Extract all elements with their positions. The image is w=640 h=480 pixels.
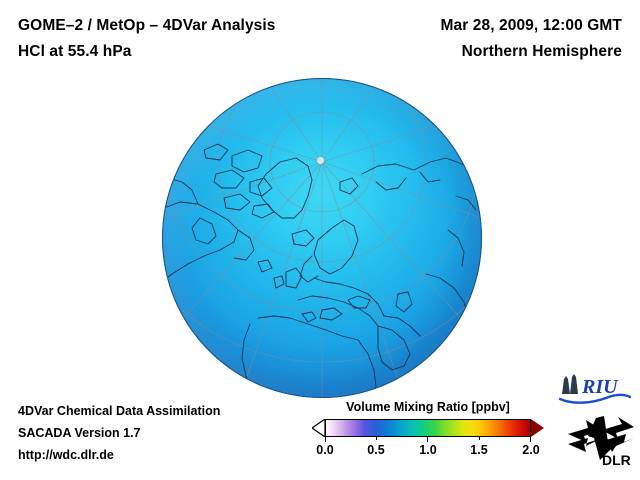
header-right: Mar 28, 2009, 12:00 GMT Northern Hemisph… [440,13,622,65]
colorbar-tick-label: 0.0 [316,443,334,457]
dlr-pinwheel-icon [568,416,634,460]
colorbar-tick-minor [479,437,480,440]
colorbar: Volume Mixing Ratio [ppbv] 0.0 0.5 1.0 1… [312,400,544,461]
footer-left: 4DVar Chemical Data Assimilation SACADA … [18,400,220,466]
riu-towers-icon [562,374,578,394]
footer-line-url: http://wdc.dlr.de [18,448,114,462]
page-title: GOME–2 / MetOp – 4DVar Analysis [18,17,276,34]
colorbar-tick-major [427,437,428,442]
colorbar-ticks [325,437,531,443]
globe-visualization [162,78,482,398]
page-subtitle: HCl at 55.4 hPa [18,43,132,60]
colorbar-tick-label: 1.0 [419,443,437,457]
north-pole-marker [317,157,324,164]
globe-overlay [163,79,481,397]
riu-logo: RIU [558,374,632,404]
region-label: Northern Hemisphere [461,43,622,60]
dlr-logo: DLR [568,416,634,468]
colorbar-tick-minor [376,437,377,440]
colorbar-tick-major [530,437,531,442]
colorbar-gradient [325,419,531,437]
header-left: GOME–2 / MetOp – 4DVar Analysis HCl at 5… [18,13,276,65]
colorbar-row [312,418,544,442]
riu-wordmark: RIU [581,376,619,398]
timestamp-label: Mar 28, 2009, 12:00 GMT [440,17,622,34]
footer-line-version: SACADA Version 1.7 [18,426,141,440]
graticule-meridians [163,79,481,397]
colorbar-over-arrow-icon [531,419,544,437]
colorbar-tick-label: 2.0 [522,443,540,457]
footer-line-product: 4DVar Chemical Data Assimilation [18,404,221,418]
colorbar-title: Volume Mixing Ratio [ppbv] [346,400,510,414]
dlr-wordmark: DLR [602,452,631,468]
colorbar-tick-major [325,437,326,442]
colorbar-under-arrow-icon [312,419,325,437]
riu-wave-icon [558,393,632,404]
colorbar-tick-labels: 0.0 0.5 1.0 1.5 2.0 [312,443,544,461]
colorbar-tick-label: 1.5 [470,443,488,457]
colorbar-tick-label: 0.5 [367,443,385,457]
